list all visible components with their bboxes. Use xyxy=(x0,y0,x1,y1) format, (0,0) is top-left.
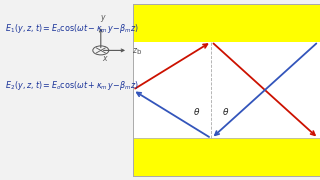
Bar xyxy=(133,138,320,176)
Text: $\theta$: $\theta$ xyxy=(193,106,201,117)
Text: x: x xyxy=(102,54,106,63)
Text: $E_{\,1}(y,z,t) = E_o\cos(\omega t - \kappa_m\,y\!-\!\beta_m z)$: $E_{\,1}(y,z,t) = E_o\cos(\omega t - \ka… xyxy=(5,22,139,35)
Bar xyxy=(133,42,320,138)
Text: $E_{\,2}(y,z,t) = E_o\cos(\omega t + \kappa_m\,y\!-\!\beta_m z)$: $E_{\,2}(y,z,t) = E_o\cos(\omega t + \ka… xyxy=(5,79,139,92)
Text: $\theta$: $\theta$ xyxy=(222,106,229,117)
Bar xyxy=(133,4,320,42)
Text: z: z xyxy=(132,46,136,55)
Text: y: y xyxy=(100,14,105,22)
Text: b: b xyxy=(137,49,141,55)
Bar xyxy=(133,4,320,176)
